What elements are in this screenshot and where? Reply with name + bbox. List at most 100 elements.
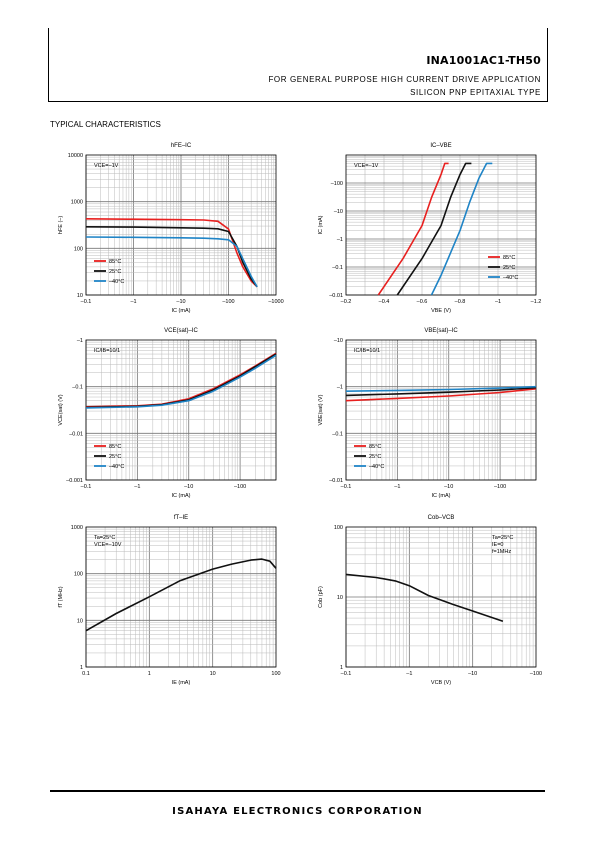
x-tick-label: –0.1 [81,484,92,490]
x-tick-label: –100 [234,484,246,490]
legend-label: 25°C [109,454,121,460]
series-line [396,162,472,296]
plot-frame [345,154,537,296]
section-title: TYPICAL CHARACTERISTICS [50,120,161,129]
y-axis-label: Cob (pF) [318,586,324,608]
subtitle-application: FOR GENERAL PURPOSE HIGH CURRENT DRIVE A… [268,75,541,84]
y-tick-label: 10 [77,293,83,299]
series-line [85,558,277,632]
chart-cob-vcb: Cob–VCB –0.1 –1 –10 –100 1 10 100 VCB (V) Cob (pF… [318,515,542,686]
series-line [345,386,537,397]
plot-frame [85,154,277,296]
chart-hfe-ic: hFE–IC –0.1 –1 –10 –100 –1000 10 100 1000 10000 IC… [58,143,284,314]
y-tick-label: –0.01 [329,478,343,484]
series-line [85,354,277,409]
condition-label: IC/IB=10/1 [94,348,120,354]
condition-label: IE=0 [492,542,503,548]
y-tick-label: –10 [334,209,343,215]
x-tick-label: –100 [494,484,506,490]
legend-label: 25°C [369,454,381,460]
x-tick-label: –0.4 [379,299,390,305]
y-axis-label: fT (MHz) [58,586,64,607]
y-tick-label: –1 [77,338,83,344]
legend-label: 85°C [369,444,381,450]
x-tick-label: –1.2 [531,299,542,305]
x-axis-label: IC (mA) [172,493,191,499]
x-axis-label: IE (mA) [172,680,191,686]
footer-rule [50,790,545,792]
condition-label: IC/IB=10/1 [354,348,380,354]
legend-label: –40°C [109,279,124,285]
x-tick-label: 10 [210,671,216,677]
grid [85,527,276,668]
x-tick-label: –10 [468,671,477,677]
company-name: ISAHAYA ELECTRONICS CORPORATION [172,806,423,817]
x-tick-label: –1 [130,299,136,305]
subtitle-type: SILICON PNP EPITAXIAL TYPE [410,88,541,97]
part-number: INA1001AC1-TH50 [426,54,541,67]
legend-label: 25°C [109,269,121,275]
y-tick-label: 100 [74,572,83,578]
y-tick-label: 1000 [71,525,83,531]
y-axis-label: VCE(sat) (V) [58,394,64,425]
y-tick-label: 10 [337,595,343,601]
y-axis-label: IC (mA) [318,215,324,234]
legend-label: 85°C [109,444,121,450]
x-tick-label: –0.1 [341,484,352,490]
x-tick-label: –10 [176,299,185,305]
condition-label: Ta=25°C [94,535,115,541]
y-tick-label: –100 [331,181,343,187]
y-tick-label: 1000 [71,200,83,206]
legend-label: –40°C [503,275,518,281]
y-tick-label: –0.1 [72,385,83,391]
y-tick-label: 10 [77,618,83,624]
y-axis-label: VBE(sat) (V) [318,394,324,425]
x-tick-label: –1 [394,484,400,490]
y-tick-label: 1 [80,665,83,671]
legend-label: –40°C [109,464,124,470]
header-frame-bottom [48,101,548,102]
series-line [430,162,493,296]
y-tick-label: –1 [337,237,343,243]
y-tick-label: 1 [340,665,343,671]
y-tick-label: –0.1 [332,265,343,271]
series-line [345,573,504,623]
x-tick-label: 0.1 [82,671,90,677]
legend-label: 25°C [503,265,515,271]
plot-frame [85,526,277,668]
plot-frame [345,339,537,481]
x-axis-label: IC (mA) [172,308,191,314]
header-frame-right [547,28,548,102]
x-tick-label: –0.6 [417,299,428,305]
chart-vbesat-ic: VBE(sat)–IC–0.1 –1 –10 –100–0.01–0.1–1–10IC… [318,328,537,499]
grid [345,340,537,481]
y-axis-label: hFE (–) [58,216,64,235]
x-tick-label: –1000 [268,299,283,305]
x-tick-label: –1 [406,671,412,677]
x-tick-label: –0.8 [455,299,466,305]
x-tick-label: –0.2 [341,299,352,305]
plot-frame [345,526,537,668]
y-tick-label: –0.01 [69,431,83,437]
header-frame-left [48,28,49,102]
x-tick-label: –0.1 [341,671,352,677]
y-tick-label: –0.001 [66,478,83,484]
grid [85,155,276,296]
condition-label: f=1MHz [492,549,511,555]
series-line [85,236,258,288]
chart-title: VBE(sat)–IC [424,328,458,334]
legend-label: 85°C [503,255,515,261]
chart-vcesat-ic: VCE(sat)–IC –0.1 –1 –10 –100 –0.001 –0.01 –0.1 –… [58,328,277,499]
y-tick-label: –0.01 [329,293,343,299]
series-line [345,388,537,402]
legend-label: –40°C [369,464,384,470]
y-tick-label: 100 [74,246,83,252]
x-tick-label: –1 [134,484,140,490]
chart-title: Cob–VCB [428,515,455,521]
grid [345,527,536,668]
y-tick-label: –10 [334,338,343,344]
x-tick-label: 100 [271,671,280,677]
x-axis-label: VCB (V) [431,680,451,686]
x-tick-label: –10 [184,484,193,490]
